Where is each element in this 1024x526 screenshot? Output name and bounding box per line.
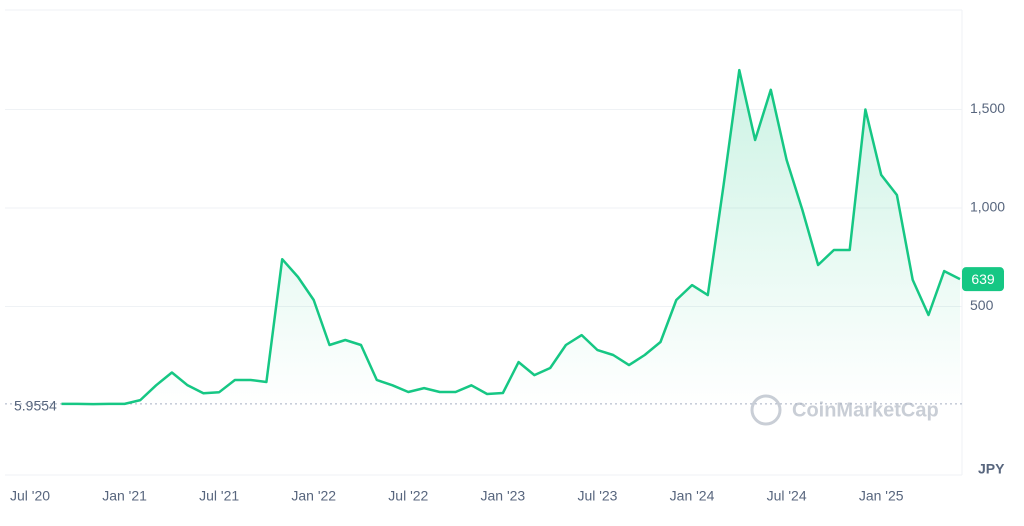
x-tick-label: Jul '22 (388, 488, 428, 504)
x-tick-label: Jan '25 (859, 488, 904, 504)
y-tick-label: 1,000 (970, 199, 1005, 215)
last-price-label: 639 (971, 271, 995, 287)
price-line (61, 68, 961, 406)
x-tick-label: Jan '22 (291, 488, 336, 504)
y-tick-label: 500 (970, 297, 994, 313)
x-tick-label: Jul '24 (767, 488, 807, 504)
x-tick-label: Jul '21 (199, 488, 239, 504)
x-tick-label: Jan '24 (670, 488, 715, 504)
x-tick-label: Jan '21 (102, 488, 147, 504)
area-fill (61, 70, 960, 405)
y-axis-label: JPY (978, 461, 1005, 477)
x-tick-label: Jan '23 (481, 488, 526, 504)
x-tick-label: Jul '20 (10, 488, 50, 504)
last-price-badge (962, 267, 1004, 292)
watermark: CoinMarketCap (792, 399, 939, 421)
baseline-label: 5.9554 (14, 398, 57, 414)
y-tick-label: 1,500 (970, 100, 1005, 116)
x-tick-label: Jul '23 (577, 488, 617, 504)
